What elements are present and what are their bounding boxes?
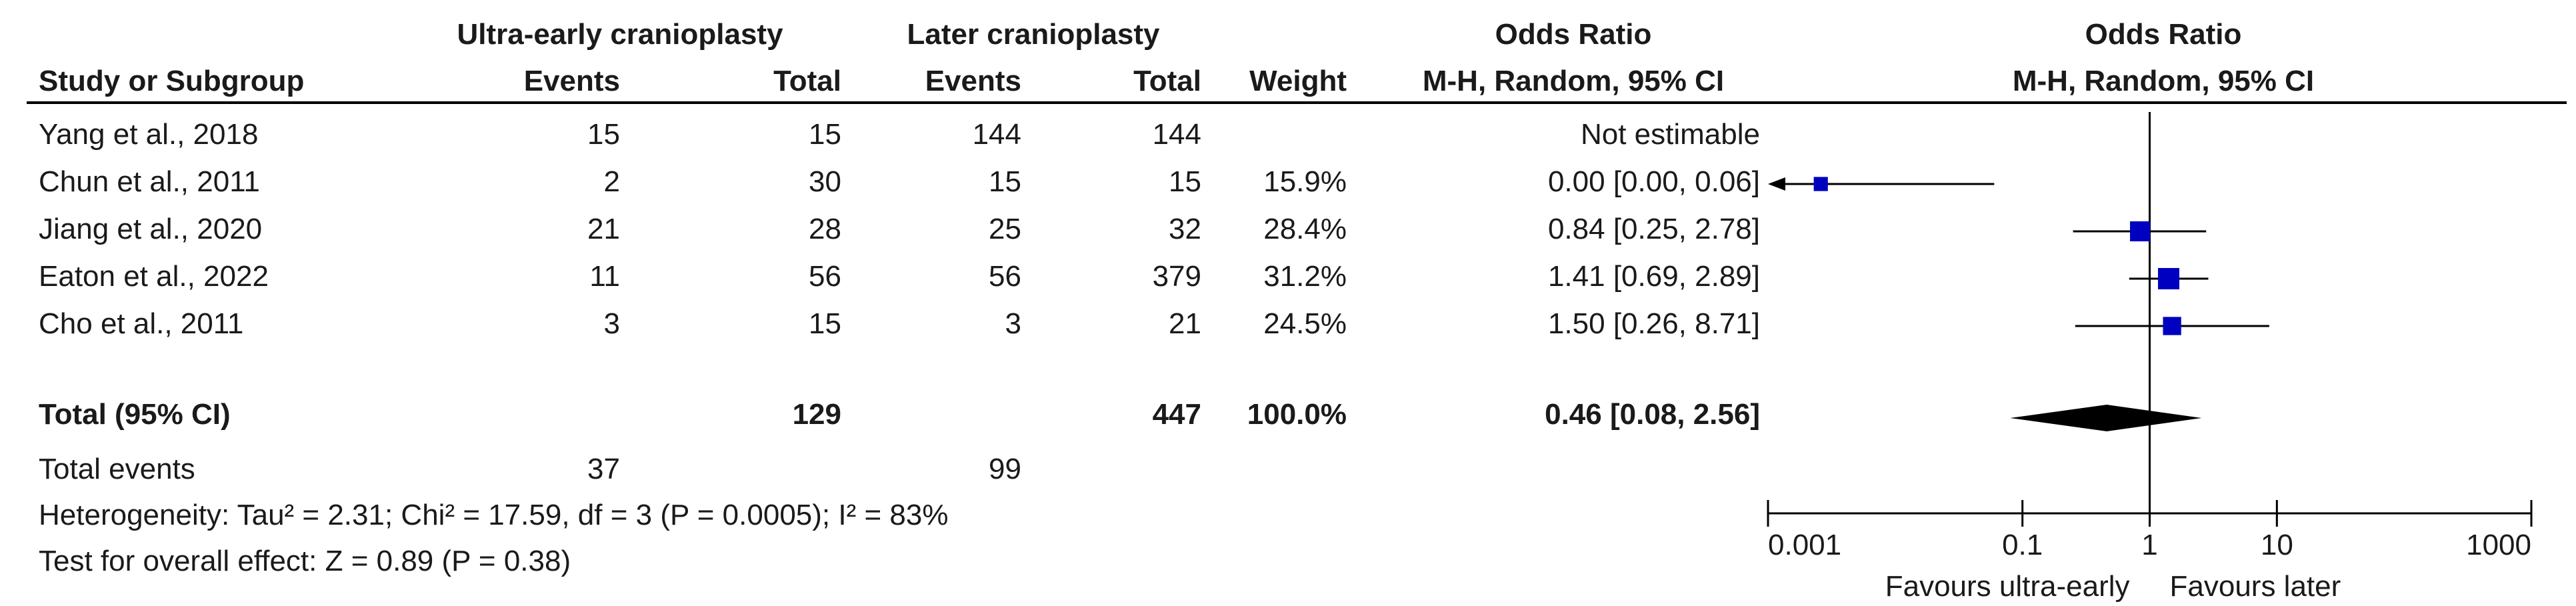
weight-cell: 15.9% — [1263, 165, 1347, 198]
or-column-header: Odds Ratio — [1495, 18, 1652, 51]
e-events-cell: 15 — [587, 118, 620, 151]
study-name: Yang et al., 2018 — [39, 118, 259, 151]
study-name: Cho et al., 2011 — [39, 307, 244, 340]
x-tick-label: 1000 — [2466, 529, 2531, 561]
pooled-or-ci: 0.46 [0.08, 2.56] — [1545, 398, 1760, 431]
c-total-cell: 15 — [1169, 165, 1201, 198]
e-total-cell: 15 — [809, 118, 841, 151]
weight-cell: 28.4% — [1263, 213, 1347, 245]
e-total-header: Total — [773, 65, 841, 97]
c-total-sum: 447 — [1152, 398, 1201, 431]
events-label: Total events — [39, 453, 195, 485]
c-events-cell: 3 — [1005, 307, 1021, 340]
e-events-sum: 37 — [587, 453, 620, 485]
plot-method-header: M-H, Random, 95% CI — [2012, 65, 2315, 97]
x-tick-label: 0.001 — [1768, 529, 1841, 561]
experimental-group-header: Ultra-early cranioplasty — [457, 18, 783, 51]
or-ci-cell: 1.50 [0.26, 8.71] — [1547, 307, 1760, 340]
e-total-sum: 129 — [792, 398, 841, 431]
table-header-rule — [27, 101, 1770, 104]
or-ci-cell: Not estimable — [1580, 118, 1760, 151]
c-events-header: Events — [925, 65, 1021, 97]
ci-arrow-left — [1768, 177, 1785, 191]
or-method-header: M-H, Random, 95% CI — [1422, 65, 1725, 97]
e-events-cell: 2 — [603, 165, 620, 198]
e-total-cell: 15 — [809, 307, 841, 340]
x-tick-label: 1 — [2141, 529, 2157, 561]
x-tick-label: 0.1 — [2002, 529, 2043, 561]
total-weight: 100.0% — [1247, 398, 1347, 431]
study-point-marker — [1813, 177, 1828, 191]
c-total-header: Total — [1133, 65, 1201, 97]
e-total-cell: 56 — [809, 260, 841, 293]
c-total-cell: 32 — [1169, 213, 1201, 245]
c-events-cell: 15 — [989, 165, 1021, 198]
weight-cell: 24.5% — [1263, 307, 1347, 340]
plot-column-header: Odds Ratio — [2085, 18, 2242, 51]
favours-right-label: Favours later — [2170, 570, 2341, 603]
pooled-diamond — [2010, 405, 2202, 431]
e-events-cell: 3 — [603, 307, 620, 340]
e-events-cell: 21 — [587, 213, 620, 245]
e-total-cell: 30 — [809, 165, 841, 198]
or-ci-cell: 0.00 [0.00, 0.06] — [1547, 165, 1760, 198]
weight-header: Weight — [1249, 65, 1347, 97]
e-total-cell: 28 — [809, 213, 841, 245]
c-total-cell: 21 — [1169, 307, 1201, 340]
weight-cell: 31.2% — [1263, 260, 1347, 293]
study-point-marker — [2157, 268, 2179, 289]
e-events-cell: 11 — [589, 260, 620, 293]
study-name: Chun et al., 2011 — [39, 165, 260, 198]
study-point-marker — [2163, 317, 2181, 335]
c-events-cell: 25 — [989, 213, 1021, 245]
overall-effect-stats: Test for overall effect: Z = 0.89 (P = 0… — [39, 545, 571, 577]
control-group-header: Later cranioplasty — [907, 18, 1160, 51]
total-label: Total (95% CI) — [39, 398, 231, 431]
c-events-cell: 144 — [972, 118, 1021, 151]
favours-left-label: Favours ultra-early — [1885, 570, 2130, 603]
study-name: Jiang et al., 2020 — [39, 213, 263, 245]
c-total-cell: 144 — [1152, 118, 1201, 151]
heterogeneity-stats: Heterogeneity: Tau² = 2.31; Chi² = 17.59… — [39, 499, 949, 531]
or-ci-cell: 1.41 [0.69, 2.89] — [1547, 260, 1760, 293]
c-total-cell: 379 — [1152, 260, 1201, 293]
plot-header-rule — [1770, 101, 2567, 104]
x-tick-label: 10 — [2261, 529, 2293, 561]
study-point-marker — [2130, 221, 2151, 242]
e-events-header: Events — [523, 65, 620, 97]
or-ci-cell: 0.84 [0.25, 2.78] — [1547, 213, 1760, 245]
study-name: Eaton et al., 2022 — [39, 260, 269, 293]
c-events-cell: 56 — [989, 260, 1021, 293]
c-events-sum: 99 — [989, 453, 1021, 485]
study-column-header: Study or Subgroup — [39, 65, 305, 97]
